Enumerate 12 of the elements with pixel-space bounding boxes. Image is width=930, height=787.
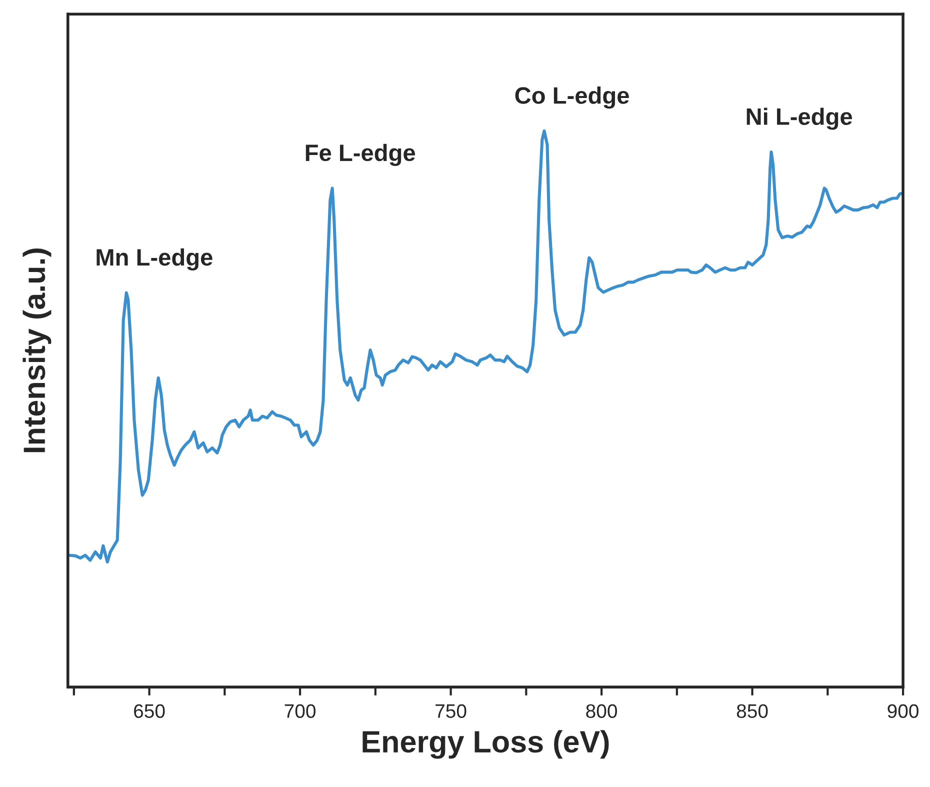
annotation: Fe L-edge <box>306 144 416 166</box>
annotation: Ni L-edge <box>746 108 852 130</box>
y-axis-title: Intensity (a.u.) <box>22 248 52 452</box>
x-tick-label: 650 <box>134 704 165 718</box>
x-tick-label: 800 <box>586 704 617 718</box>
x-tick-label: 850 <box>736 704 768 718</box>
x-axis-title: Energy Loss (eV) <box>362 730 609 759</box>
annotation: Mn L-edge <box>96 248 212 270</box>
annotation: Co L-edge <box>515 86 629 109</box>
x-tick-label: 700 <box>284 704 316 718</box>
x-tick-label: 900 <box>888 704 918 718</box>
x-tick-label: 750 <box>436 704 466 718</box>
